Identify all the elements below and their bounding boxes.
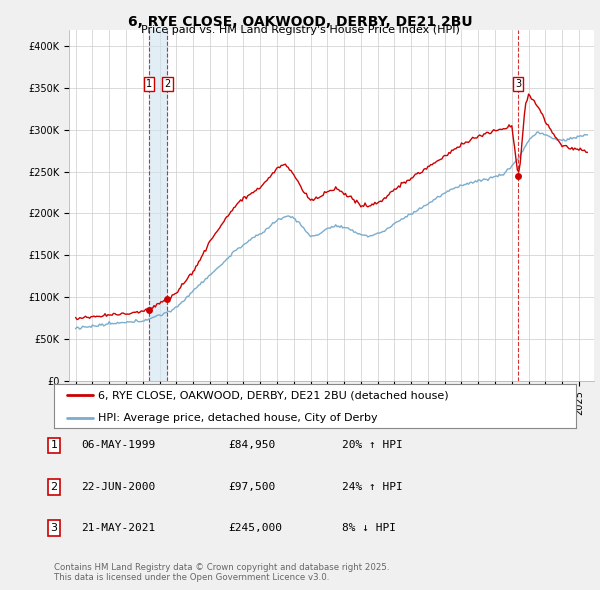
Text: 2: 2: [50, 482, 58, 491]
Text: 2: 2: [164, 79, 170, 89]
Text: £97,500: £97,500: [228, 482, 275, 491]
Text: 20% ↑ HPI: 20% ↑ HPI: [342, 441, 403, 450]
Text: Contains HM Land Registry data © Crown copyright and database right 2025.
This d: Contains HM Land Registry data © Crown c…: [54, 563, 389, 582]
Text: £245,000: £245,000: [228, 523, 282, 533]
Text: 22-JUN-2000: 22-JUN-2000: [81, 482, 155, 491]
Text: 6, RYE CLOSE, OAKWOOD, DERBY, DE21 2BU: 6, RYE CLOSE, OAKWOOD, DERBY, DE21 2BU: [128, 15, 472, 30]
Text: 24% ↑ HPI: 24% ↑ HPI: [342, 482, 403, 491]
Text: 8% ↓ HPI: 8% ↓ HPI: [342, 523, 396, 533]
Text: Price paid vs. HM Land Registry's House Price Index (HPI): Price paid vs. HM Land Registry's House …: [140, 25, 460, 35]
Text: £84,950: £84,950: [228, 441, 275, 450]
Bar: [149, 30, 167, 381]
Text: HPI: Average price, detached house, City of Derby: HPI: Average price, detached house, City…: [98, 412, 378, 422]
Text: 1: 1: [50, 441, 58, 450]
Text: 6, RYE CLOSE, OAKWOOD, DERBY, DE21 2BU (detached house): 6, RYE CLOSE, OAKWOOD, DERBY, DE21 2BU (…: [98, 391, 449, 401]
Text: 1: 1: [146, 79, 152, 89]
Text: 21-MAY-2021: 21-MAY-2021: [81, 523, 155, 533]
Text: 3: 3: [50, 523, 58, 533]
Text: 3: 3: [515, 79, 521, 89]
Text: 06-MAY-1999: 06-MAY-1999: [81, 441, 155, 450]
